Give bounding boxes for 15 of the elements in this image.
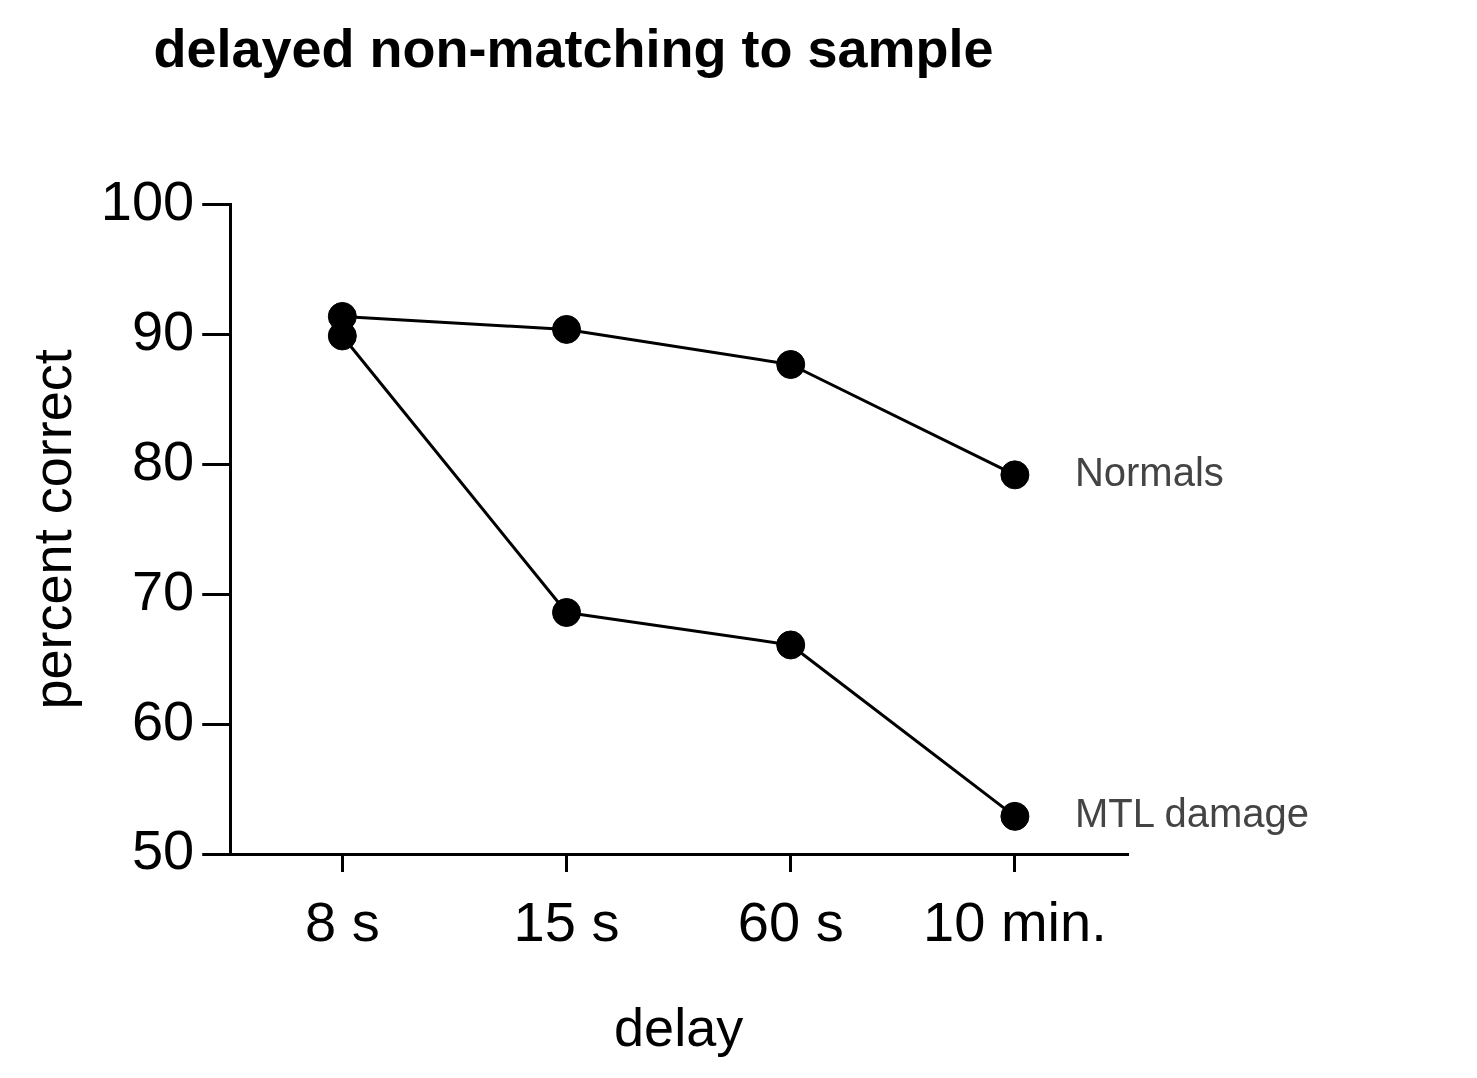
- series-label: MTL damage: [1074, 791, 1310, 836]
- y-axis-title: percent correct: [22, 349, 83, 710]
- chart-title: delayed non-matching to sample: [153, 18, 994, 79]
- x-tick-label: 60 s: [737, 890, 844, 954]
- y-tick-label: 50: [131, 818, 195, 882]
- y-tick-label: 100: [100, 169, 195, 233]
- y-tick-label: 70: [131, 558, 195, 622]
- y-tick-label: 80: [131, 428, 195, 492]
- series-label: Normals: [1074, 449, 1224, 494]
- x-axis-title: delay: [614, 997, 744, 1058]
- x-tick-label: 10 min.: [923, 890, 1107, 954]
- x-tick-label: 15 s: [513, 890, 620, 954]
- y-tick-label: 60: [131, 688, 195, 752]
- x-tick-label: 8 s: [304, 890, 380, 954]
- y-tick-label: 90: [131, 299, 195, 363]
